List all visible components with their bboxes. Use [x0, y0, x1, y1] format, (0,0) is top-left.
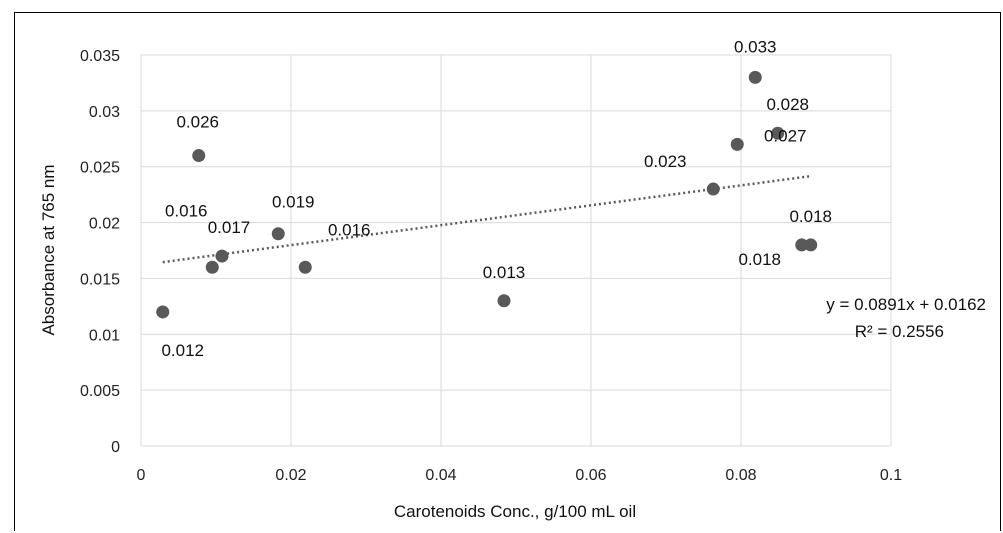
chart-frame [14, 12, 1001, 531]
y-tick-label: 0.035 [80, 48, 120, 65]
y-tick-label: 0 [111, 439, 120, 456]
data-label: 0.023 [644, 152, 687, 171]
x-tick-label: 0.1 [880, 467, 902, 484]
data-point [804, 238, 818, 252]
y-axis-title: Absorbance at 765 nm [39, 164, 58, 335]
x-tick-label: 0.06 [575, 467, 606, 484]
data-label: 0.026 [176, 113, 219, 132]
trendline-r-squared: R² = 0.2556 [855, 322, 944, 341]
y-tick-label: 0.025 [80, 160, 120, 177]
x-tick-label: 0.02 [275, 467, 306, 484]
data-point [771, 126, 785, 140]
gridlines [140, 54, 892, 447]
data-point [748, 70, 762, 84]
data-label: 0.018 [738, 250, 781, 269]
data-point [706, 182, 720, 196]
y-tick-label: 0.01 [89, 327, 120, 344]
data-point [730, 137, 744, 151]
y-tick-label: 0.015 [80, 271, 120, 288]
x-tick-label: 0 [137, 467, 146, 484]
data-label: 0.012 [161, 341, 204, 360]
data-points [156, 70, 818, 319]
data-point [156, 305, 170, 319]
data-label: 0.019 [272, 193, 315, 212]
data-label: 0.016 [165, 201, 208, 220]
data-label: 0.017 [208, 218, 251, 237]
trendline [162, 174, 811, 264]
data-point [497, 294, 511, 308]
data-label: 0.016 [328, 220, 371, 239]
data-point [215, 249, 229, 263]
y-tick-label: 0.005 [80, 383, 120, 400]
y-tick-label: 0.03 [89, 104, 120, 121]
trendline-equation: y = 0.0891x + 0.0162 [826, 295, 986, 314]
data-point [205, 260, 219, 274]
y-tick-label: 0.02 [89, 216, 120, 233]
data-point [795, 238, 809, 252]
data-point [192, 149, 206, 163]
data-label: 0.018 [789, 207, 832, 226]
x-tick-label: 0.08 [725, 467, 756, 484]
data-labels: 0.0120.0260.0160.0170.0190.0160.0130.023… [161, 37, 832, 360]
axes: 0 0.005 0.01 0.015 0.02 0.025 0.03 0.035 0 0.02 0.… [80, 48, 902, 484]
x-tick-label: 0.04 [425, 467, 456, 484]
data-label: 0.033 [734, 37, 777, 56]
data-label: 0.027 [764, 126, 807, 145]
trendline-group [162, 174, 811, 264]
data-label: 0.013 [483, 263, 526, 282]
data-point [298, 260, 312, 274]
data-point [271, 227, 285, 241]
data-label: 0.028 [766, 95, 809, 114]
x-axis-title: Carotenoids Conc., g/100 mL oil [394, 502, 636, 521]
